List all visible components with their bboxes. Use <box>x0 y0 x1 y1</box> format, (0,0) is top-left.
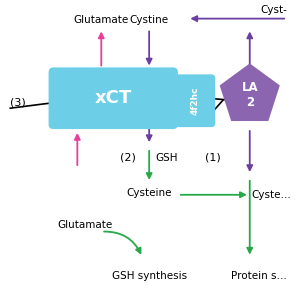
Text: GSH: GSH <box>156 153 179 163</box>
Text: GSH synthesis: GSH synthesis <box>112 271 187 281</box>
Text: Protein s…: Protein s… <box>231 271 287 281</box>
Polygon shape <box>220 63 280 121</box>
Text: Cyste…: Cyste… <box>252 190 292 200</box>
Text: Glutamate: Glutamate <box>57 220 113 230</box>
FancyBboxPatch shape <box>49 67 178 129</box>
Text: (1): (1) <box>205 153 221 163</box>
Text: Cystine: Cystine <box>129 116 169 126</box>
Text: (2): (2) <box>120 153 136 163</box>
Text: LA
2: LA 2 <box>241 81 258 109</box>
FancyBboxPatch shape <box>174 74 215 127</box>
Text: Cystine: Cystine <box>129 15 169 25</box>
Text: (3): (3) <box>10 97 26 107</box>
Text: Glutamate: Glutamate <box>50 116 105 126</box>
Text: Glutamate: Glutamate <box>74 15 129 25</box>
Text: Cyst-: Cyst- <box>260 4 287 15</box>
Text: 4f2hc: 4f2hc <box>190 86 199 115</box>
Text: xCT: xCT <box>94 89 132 107</box>
Text: Cysteine: Cysteine <box>126 188 172 198</box>
